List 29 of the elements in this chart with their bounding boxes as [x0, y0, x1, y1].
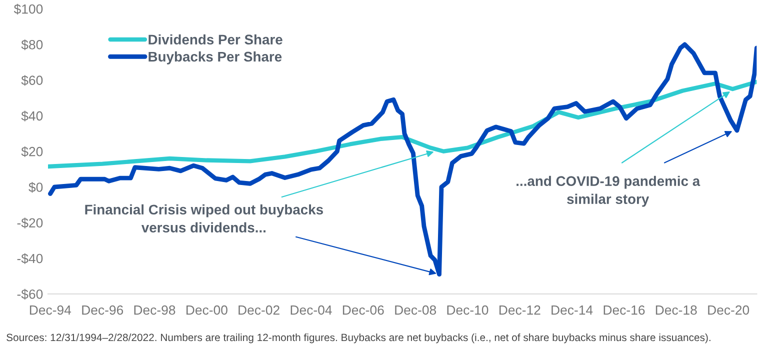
x-tick-label: Dec-96 [82, 305, 124, 315]
y-tick-label: $20 [21, 146, 43, 158]
x-tick-label: Dec-94 [30, 305, 72, 315]
x-tick-label: Dec-04 [290, 305, 332, 315]
legend-label: Buybacks Per Share [148, 51, 282, 64]
x-tick-label: Dec-16 [604, 305, 645, 315]
y-tick-label: $40 [21, 110, 43, 122]
y-tick-label: -$20 [17, 218, 43, 228]
source-note: Sources: 12/31/1994–2/28/2022. Numbers are trailing 12-month figures. Buybacks are net buybacks (i.e., net of share buybacks minus share issuances). [6, 333, 710, 344]
y-tick-label: $80 [21, 39, 43, 50]
x-tick-label: Dec-12 [499, 305, 540, 315]
y-tick-label: $0 [28, 182, 43, 193]
y-tick-label: $100 [14, 4, 43, 14]
annotation: Financial Crisis wiped out buybacks versus dividends... [85, 204, 323, 233]
x-tick-label: Dec-06 [342, 305, 384, 315]
legend-label: Dividends Per Share [148, 34, 282, 45]
x-tick-label: Dec-00 [186, 305, 228, 315]
y-tick-label: -$60 [17, 288, 43, 300]
x-tick-label: Dec-10 [447, 305, 488, 315]
y-tick-label: $60 [21, 75, 43, 86]
line-series [48, 80, 757, 169]
x-tick-label: Dec-14 [552, 306, 593, 315]
y-tick-label: -$40 [17, 253, 43, 264]
x-tick-label: Dec-08 [395, 305, 436, 315]
x-tick-label: Dec-98 [134, 305, 176, 315]
x-tick-label: Dec-20 [708, 305, 750, 315]
annotation: ...and COVID-19 pandemic a similar story [516, 176, 700, 207]
x-tick-label: Dec-18 [656, 305, 697, 315]
x-tick-label: Dec-02 [238, 305, 280, 315]
